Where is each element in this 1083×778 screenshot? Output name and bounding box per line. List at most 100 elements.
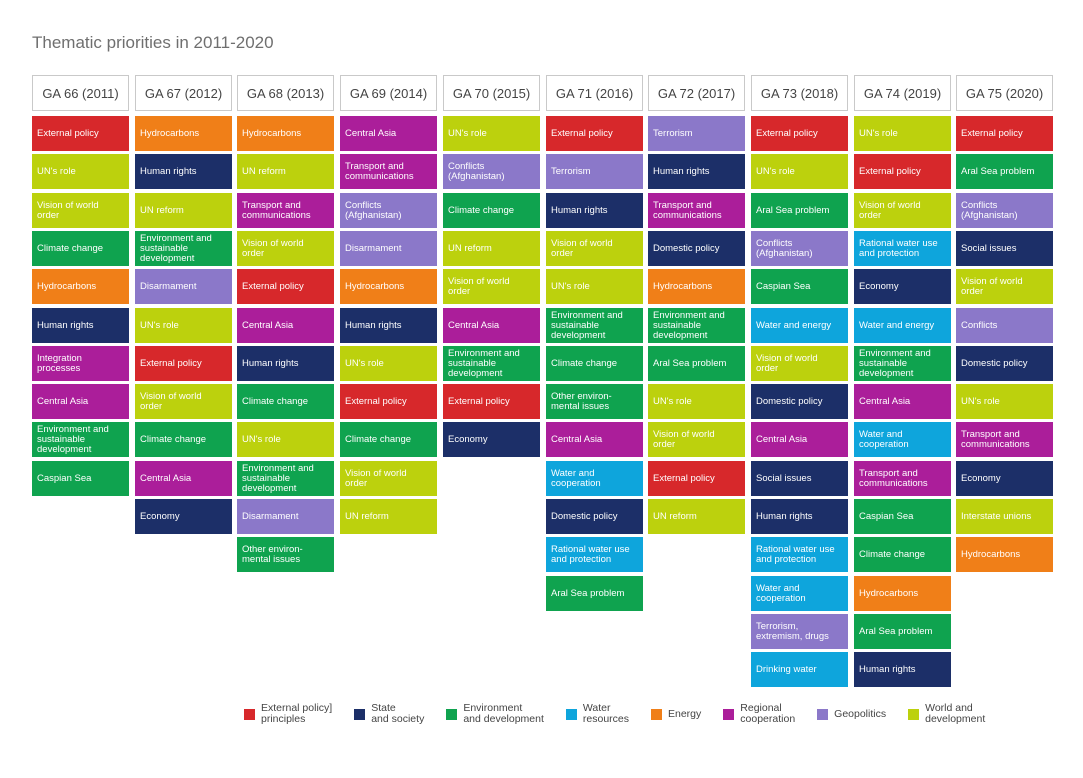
priority-cell: Hydrocarbons	[32, 269, 129, 304]
priority-label: Interstate unions	[961, 510, 1032, 522]
legend-label: State and society	[371, 702, 425, 725]
legend-swatch	[908, 708, 920, 720]
priority-label: Environment and sustainable development	[448, 347, 520, 379]
priority-label: Environment and sustainable development	[37, 423, 109, 455]
priority-cell: Disarmament	[340, 231, 437, 266]
priority-cell: Water and cooperation	[546, 461, 643, 496]
priority-cell: UN's role	[443, 116, 540, 151]
priority-cell: Vision of world order	[32, 193, 129, 228]
priority-cell: Hydrocarbons	[237, 116, 334, 151]
priority-cell: Domestic policy	[956, 346, 1053, 381]
priority-cell: UN's role	[340, 346, 437, 381]
priority-label: Aral Sea problem	[551, 587, 625, 599]
legend-swatch	[446, 708, 458, 720]
priority-label: Drinking water	[756, 663, 817, 675]
priority-cell: Interstate unions	[956, 499, 1053, 534]
priority-cell: Central Asia	[135, 461, 232, 496]
priority-label: Vision of world order	[859, 199, 921, 221]
priority-label: Caspian Sea	[859, 510, 914, 522]
priority-cell: Caspian Sea	[854, 499, 951, 534]
priority-label: UN's role	[653, 395, 692, 407]
priority-label: Hydrocarbons	[961, 548, 1021, 560]
priority-label: Human rights	[345, 319, 402, 331]
priority-cell: Transport and communications	[340, 154, 437, 189]
priority-cell: Transport and communications	[956, 422, 1053, 457]
priority-cell: External policy	[32, 116, 129, 151]
column-header: GA 73 (2018)	[751, 75, 848, 111]
priority-label: Conflicts (Afghanistan)	[448, 160, 505, 182]
priority-cell: Integration processes	[32, 346, 129, 381]
priority-label: Economy	[961, 472, 1001, 484]
priority-label: External policy	[37, 127, 99, 139]
legend-swatch	[565, 708, 577, 720]
priority-label: Vision of world order	[37, 199, 99, 221]
priority-label: Rational water use and protection	[859, 237, 938, 259]
priority-cell: Transport and communications	[648, 193, 745, 228]
legend: External policy] principles State and soc…	[244, 700, 1064, 728]
priority-cell: External policy	[443, 384, 540, 419]
priority-label: Terrorism, extremism, drugs	[756, 620, 829, 642]
priority-cell: Rational water use and protection	[751, 537, 848, 572]
priority-cell: Human rights	[751, 499, 848, 534]
priority-label: Human rights	[242, 357, 299, 369]
priority-cell: Domestic policy	[751, 384, 848, 419]
priority-label: UN's role	[551, 280, 590, 292]
priority-label: Human rights	[37, 319, 94, 331]
priority-label: Climate change	[448, 204, 515, 216]
priority-cell: Human rights	[546, 193, 643, 228]
legend-label: External policy] principles	[261, 702, 333, 725]
priority-cell: Vision of world order	[237, 231, 334, 266]
priority-label: Integration processes	[37, 352, 82, 374]
priority-cell: Terrorism	[648, 116, 745, 151]
priority-label: External policy	[756, 127, 818, 139]
priority-label: UN's role	[37, 165, 76, 177]
priority-label: Rational water use and protection	[756, 543, 835, 565]
priority-cell: Environment and sustainable development	[443, 346, 540, 381]
priority-label: Other environ- mental issues	[551, 390, 612, 412]
priority-label: Aral Sea problem	[756, 204, 830, 216]
priority-label: Climate change	[345, 433, 412, 445]
priority-label: Environment and sustainable development	[859, 347, 931, 379]
legend-swatch	[723, 708, 735, 720]
legend-label: Energy	[668, 707, 702, 720]
priority-label: Vision of world order	[140, 390, 202, 412]
priority-cell: Vision of world order	[648, 422, 745, 457]
priority-label: Vision of world order	[961, 275, 1023, 297]
priority-cell: UN reform	[340, 499, 437, 534]
priority-cell: UN's role	[237, 422, 334, 457]
priority-cell: Vision of world order	[340, 461, 437, 496]
priority-label: Transport and communications	[859, 467, 928, 489]
priority-cell: Environment and sustainable development	[546, 308, 643, 343]
priority-cell: Human rights	[340, 308, 437, 343]
legend-item-ext: External policy] principles	[244, 703, 332, 725]
priority-label: Human rights	[551, 204, 608, 216]
priority-label: External policy	[859, 165, 921, 177]
priority-label: Aral Sea problem	[653, 357, 727, 369]
priority-label: Rational water use and protection	[551, 543, 630, 565]
priority-label: Hydrocarbons	[345, 280, 405, 292]
priority-cell: Central Asia	[751, 422, 848, 457]
priority-cell: External policy	[648, 461, 745, 496]
priority-label: External policy	[140, 357, 202, 369]
priority-cell: Aral Sea problem	[546, 576, 643, 611]
legend-item-regional: Regional cooperation	[723, 703, 795, 725]
priority-cell: Central Asia	[854, 384, 951, 419]
priority-label: Social issues	[756, 472, 812, 484]
priority-label: Conflicts	[961, 319, 998, 331]
priority-label: Terrorism	[653, 127, 693, 139]
priority-label: External policy	[961, 127, 1023, 139]
priority-label: UN's role	[140, 319, 179, 331]
priority-label: Domestic policy	[756, 395, 823, 407]
priority-cell: Human rights	[32, 308, 129, 343]
priority-cell: Economy	[956, 461, 1053, 496]
column-header: GA 67 (2012)	[135, 75, 232, 111]
priority-label: Vision of world order	[551, 237, 613, 259]
priority-cell: Environment and sustainable development	[135, 231, 232, 266]
priority-label: Water and energy	[756, 319, 832, 331]
priority-label: Conflicts (Afghanistan)	[756, 237, 813, 259]
priority-label: Environment and sustainable development	[653, 309, 725, 341]
priority-label: Water and cooperation	[551, 467, 601, 489]
priority-cell: UN's role	[648, 384, 745, 419]
priority-cell: Conflicts	[956, 308, 1053, 343]
